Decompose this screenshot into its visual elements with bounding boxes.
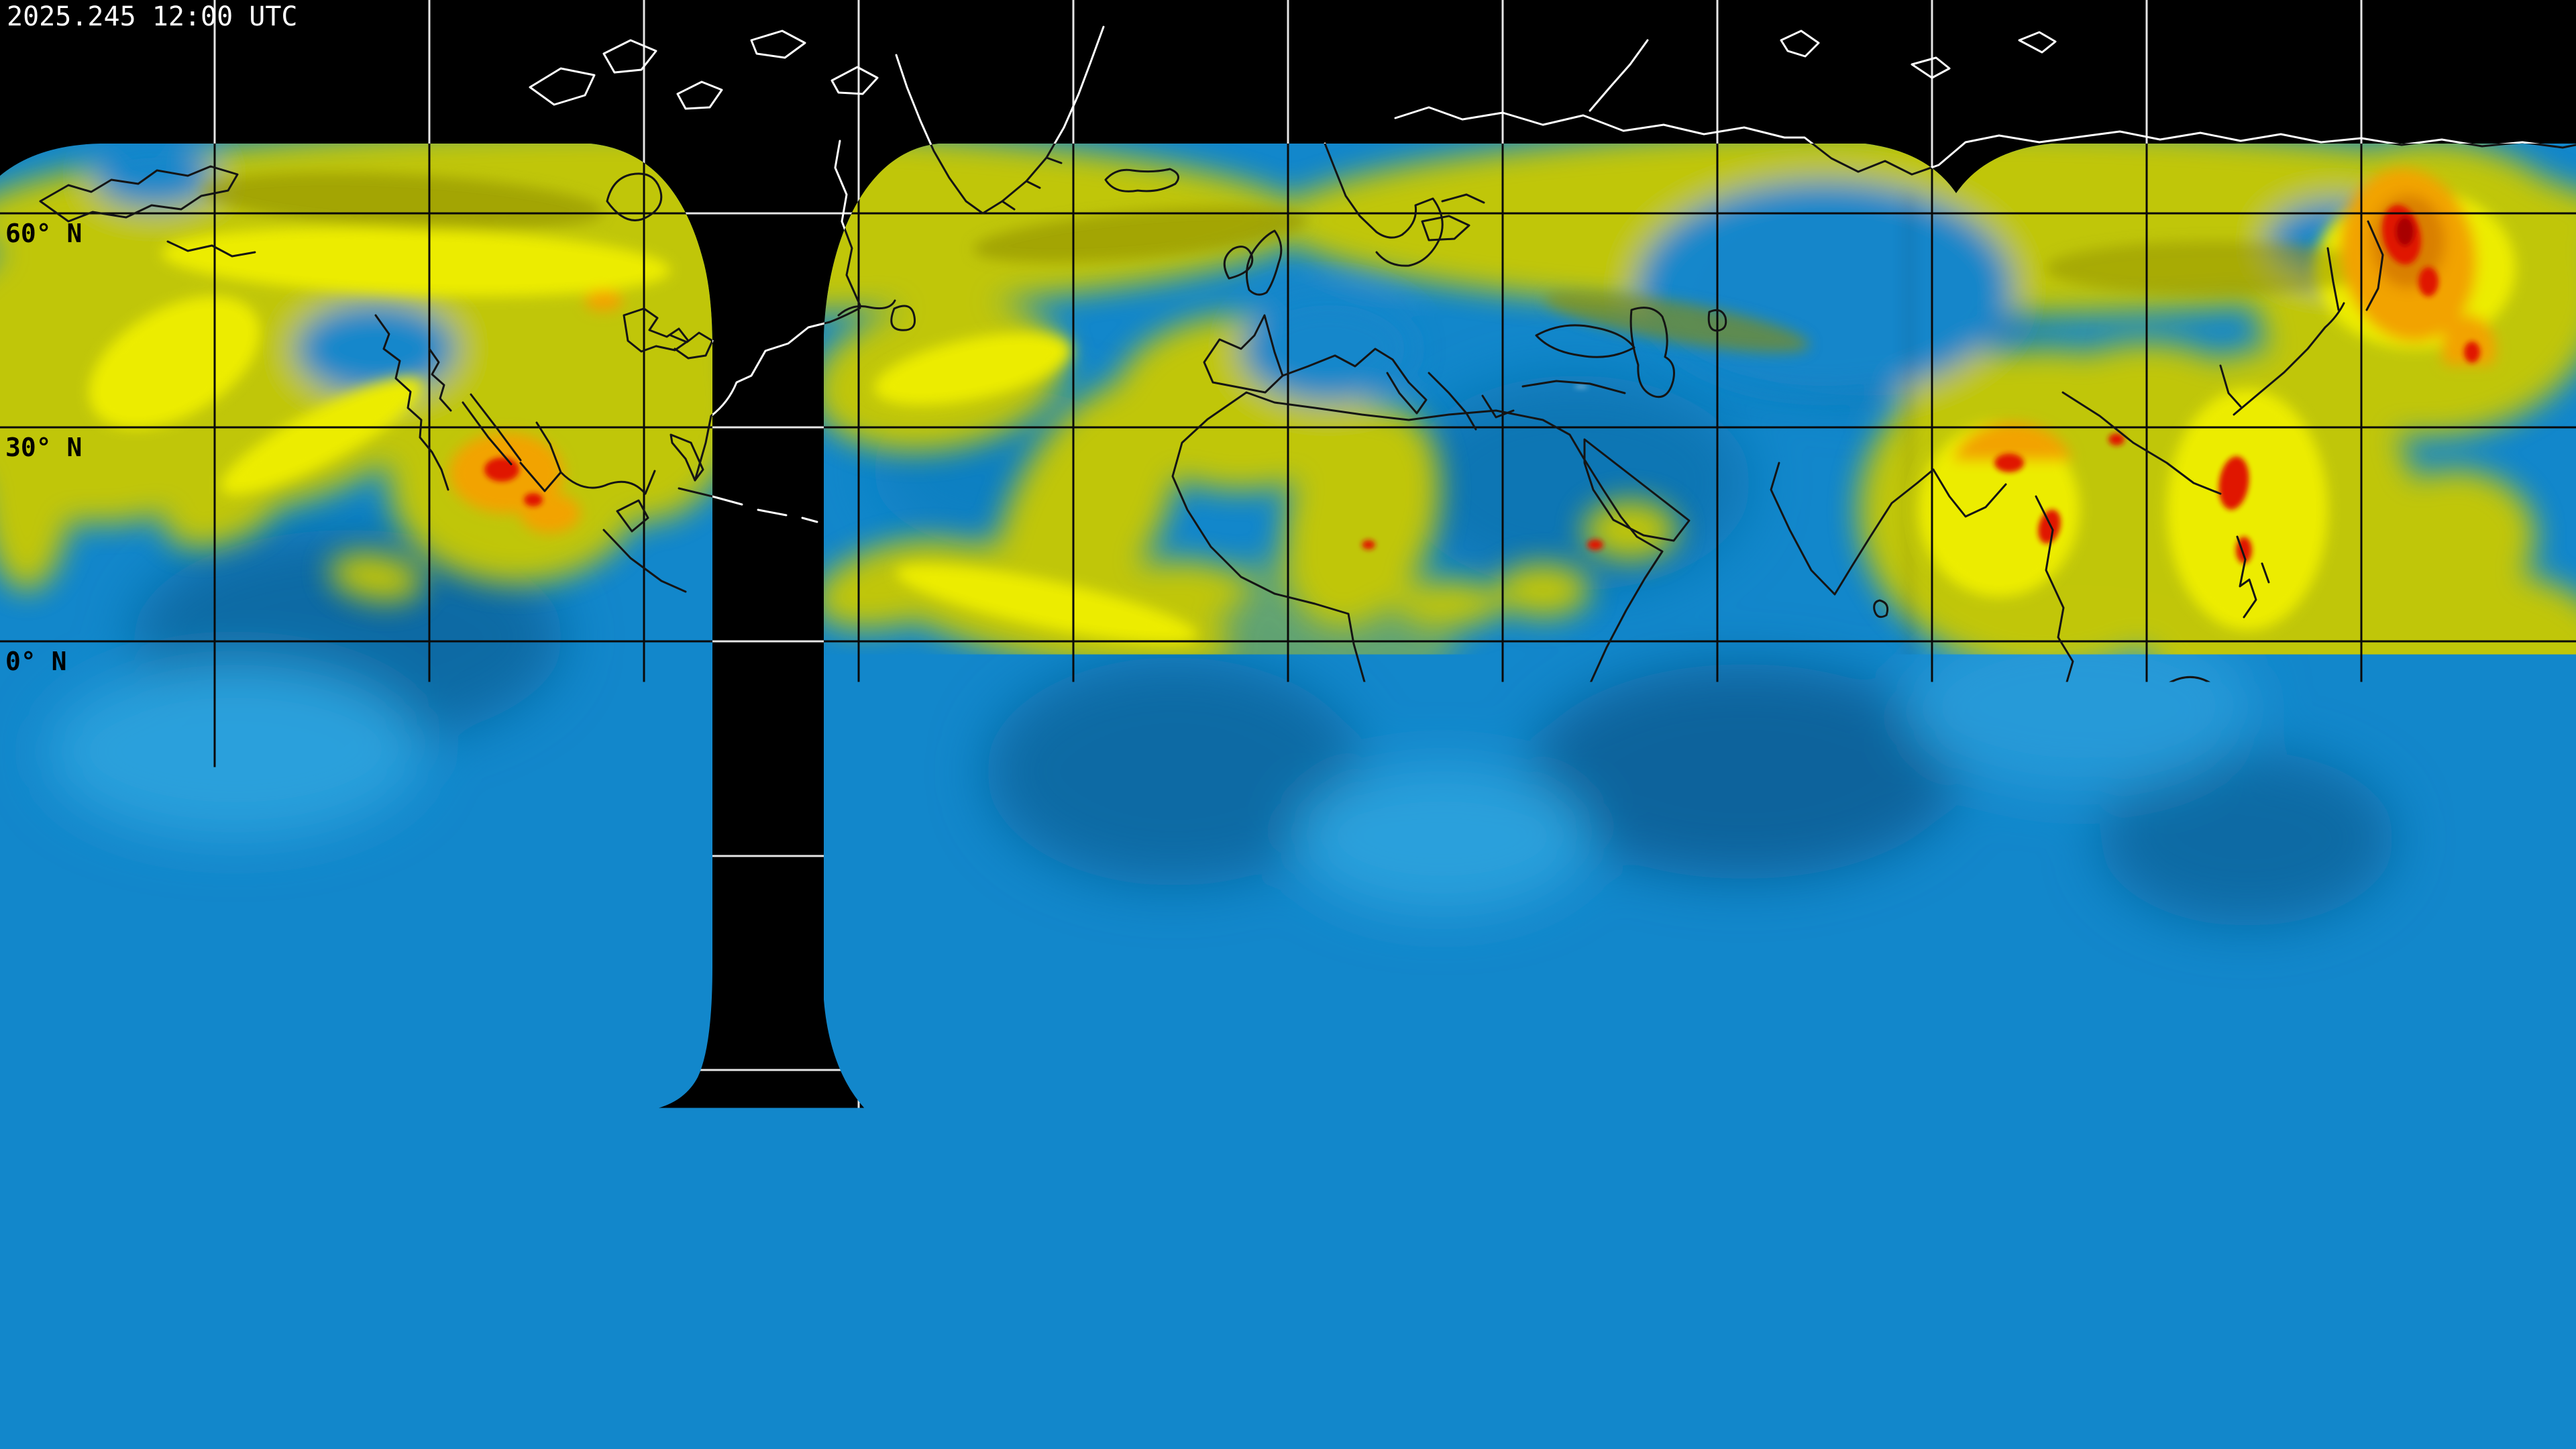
colorbar-tick xyxy=(1462,1331,1464,1343)
colorbar-tick-label: 240 xyxy=(1222,1344,1266,1371)
colorbar-tick xyxy=(1594,1331,1596,1343)
colorbar-tick xyxy=(979,1331,981,1343)
colorbar-tick xyxy=(1638,1331,1640,1343)
colorbar-tick xyxy=(1111,1331,1113,1343)
colorbar-tick xyxy=(1770,1331,1772,1343)
colorbar-tick xyxy=(1155,1331,1157,1343)
colorbar-tick xyxy=(1287,1331,1289,1343)
colorbar-gradient-bar xyxy=(717,1303,1858,1331)
colorbar-tick xyxy=(892,1331,894,1343)
colorbar-tick xyxy=(1067,1331,1069,1343)
colorbar-tick-label: 280 xyxy=(1573,1344,1617,1371)
colorbar-tick xyxy=(804,1331,806,1343)
colorbar: 180 190 200 210 220 230 240 250 260 270 280 290 300 3… xyxy=(0,0,2576,1449)
colorbar-tick xyxy=(1418,1331,1420,1343)
colorbar-tick xyxy=(1023,1331,1025,1343)
colorbar-tick-label: 180 xyxy=(695,1344,739,1371)
colorbar-tick-label: 190 xyxy=(783,1344,826,1371)
colorbar-tick-label: 310 xyxy=(1836,1344,1880,1371)
colorbar-tick-label: 230 xyxy=(1134,1344,1178,1371)
colorbar-tick-label: 200 xyxy=(871,1344,914,1371)
colorbar-tick xyxy=(1550,1331,1552,1343)
satellite-composite-screen: 2025.245 12:00 UTC 60° N 30° N 0° N 30° S 60… xyxy=(0,0,2576,1449)
colorbar-tick-label: 220 xyxy=(1046,1344,1090,1371)
colorbar-tick xyxy=(1858,1331,1860,1343)
colorbar-tick xyxy=(848,1331,850,1343)
colorbar-tick xyxy=(1243,1331,1245,1343)
colorbar-tick-label: 260 xyxy=(1397,1344,1441,1371)
colorbar-tick xyxy=(716,1331,718,1343)
colorbar-tick xyxy=(760,1331,762,1343)
colorbar-tick-label: 290 xyxy=(1661,1344,1705,1371)
colorbar-tick-label: 300 xyxy=(1749,1344,1792,1371)
colorbar-tick xyxy=(1330,1331,1332,1343)
colorbar-tick xyxy=(1506,1331,1508,1343)
colorbar-tick xyxy=(1682,1331,1684,1343)
colorbar-caption: Brightness Temperature in 6.75um, Kelvin xyxy=(981,1375,1595,1405)
colorbar-tick xyxy=(1375,1331,1377,1343)
colorbar-tick-label: 270 xyxy=(1485,1344,1529,1371)
timestamp-label: 2025.245 12:00 UTC xyxy=(7,1,297,32)
colorbar-tick-label: 210 xyxy=(959,1344,1002,1371)
colorbar-tick xyxy=(1199,1331,1201,1343)
colorbar-tick xyxy=(1813,1331,1815,1343)
colorbar-tick xyxy=(936,1331,938,1343)
colorbar-tick-label: 250 xyxy=(1309,1344,1353,1371)
colorbar-tick xyxy=(1725,1331,1727,1343)
